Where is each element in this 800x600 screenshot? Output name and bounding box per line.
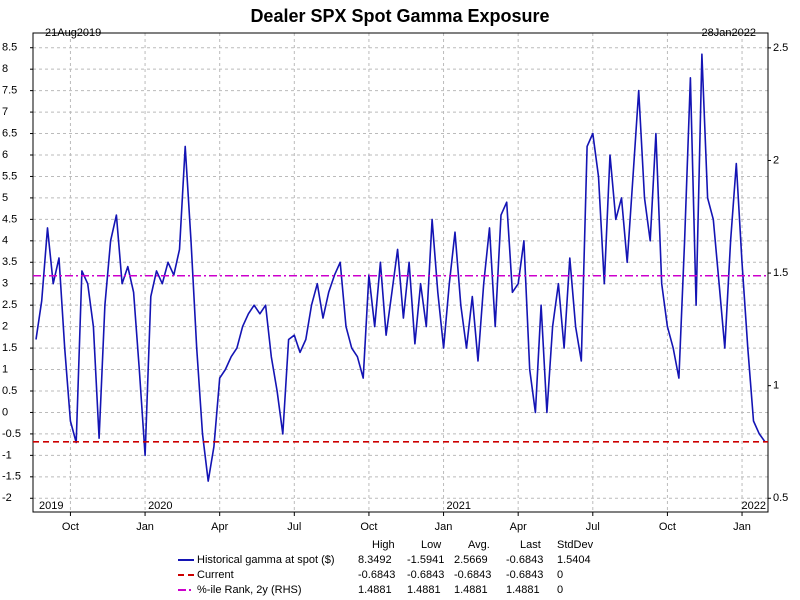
y-tick-label: 5.5 [2, 170, 17, 182]
stats-value: 1.5404 [557, 554, 591, 566]
stats-header: High [372, 539, 395, 551]
stats-header: Last [520, 539, 541, 551]
y2-tick-label: 1.5 [773, 267, 788, 279]
y-tick-label: -0.5 [2, 428, 21, 440]
year-label: 2022 [742, 500, 766, 512]
y-tick-label: 7 [2, 106, 8, 118]
x-tick-label: Jul [586, 521, 600, 533]
y-tick-label: 8.5 [2, 42, 17, 54]
series-line [35, 53, 766, 482]
stats-value: -0.6843 [506, 569, 543, 581]
stats-value: -0.6843 [407, 569, 444, 581]
y2-tick-label: 2 [773, 154, 779, 166]
x-tick-label: Jan [435, 521, 453, 533]
y-tick-label: 1.5 [2, 342, 17, 354]
y-tick-label: 6.5 [2, 127, 17, 139]
stats-value: 1.4881 [407, 584, 441, 596]
stats-value: 1.4881 [454, 584, 488, 596]
stats-value: 1.4881 [358, 584, 392, 596]
stats-value: 0 [557, 584, 563, 596]
x-tick-label: Oct [360, 521, 377, 533]
legend-label: Historical gamma at spot ($) [197, 554, 335, 566]
y2-tick-label: 2.5 [773, 42, 788, 54]
legend-label: Current [197, 569, 234, 581]
y-tick-label: -1.5 [2, 471, 21, 483]
chart-title: Dealer SPX Spot Gamma Exposure [250, 6, 549, 26]
year-label: 2021 [447, 500, 471, 512]
x-tick-label: Jan [733, 521, 751, 533]
x-tick-label: Jul [287, 521, 301, 533]
x-tick-label: Apr [211, 521, 228, 533]
y-tick-label: 3.5 [2, 256, 17, 268]
x-tick-label: Apr [510, 521, 527, 533]
stats-header: Low [421, 539, 441, 551]
stats-value: -0.6843 [454, 569, 491, 581]
stats-value: 0 [557, 569, 563, 581]
year-label: 2020 [148, 500, 172, 512]
y-tick-label: 8 [2, 63, 8, 75]
y-tick-label: 6 [2, 149, 8, 161]
stats-value: -0.6843 [358, 569, 395, 581]
y-tick-label: 3 [2, 278, 8, 290]
stats-value: -0.6843 [506, 554, 543, 566]
legend-label: %-ile Rank, 2y (RHS) [197, 584, 302, 596]
x-tick-label: Oct [659, 521, 676, 533]
y-tick-label: -2 [2, 492, 12, 504]
x-tick-label: Jan [136, 521, 154, 533]
y-tick-label: 4.5 [2, 213, 17, 225]
y2-tick-label: 0.5 [773, 492, 788, 504]
y-tick-label: 0 [2, 406, 8, 418]
y-tick-label: -1 [2, 449, 12, 461]
stats-header: StdDev [557, 539, 594, 551]
y-tick-label: 1 [2, 363, 8, 375]
year-label: 2019 [39, 500, 63, 512]
y-tick-label: 0.5 [2, 385, 17, 397]
plot-frame [32, 32, 769, 513]
stats-value: 2.5669 [454, 554, 488, 566]
stats-value: 1.4881 [506, 584, 540, 596]
y-tick-label: 2.5 [2, 299, 17, 311]
y-tick-label: 5 [2, 192, 8, 204]
x-tick-label: Oct [62, 521, 79, 533]
y2-tick-label: 1 [773, 380, 779, 392]
y-tick-label: 4 [2, 235, 8, 247]
y-tick-label: 7.5 [2, 85, 17, 97]
stats-header: Avg. [468, 539, 490, 551]
stats-value: -1.5941 [407, 554, 444, 566]
stats-value: 8.3492 [358, 554, 392, 566]
y-tick-label: 2 [2, 321, 8, 333]
